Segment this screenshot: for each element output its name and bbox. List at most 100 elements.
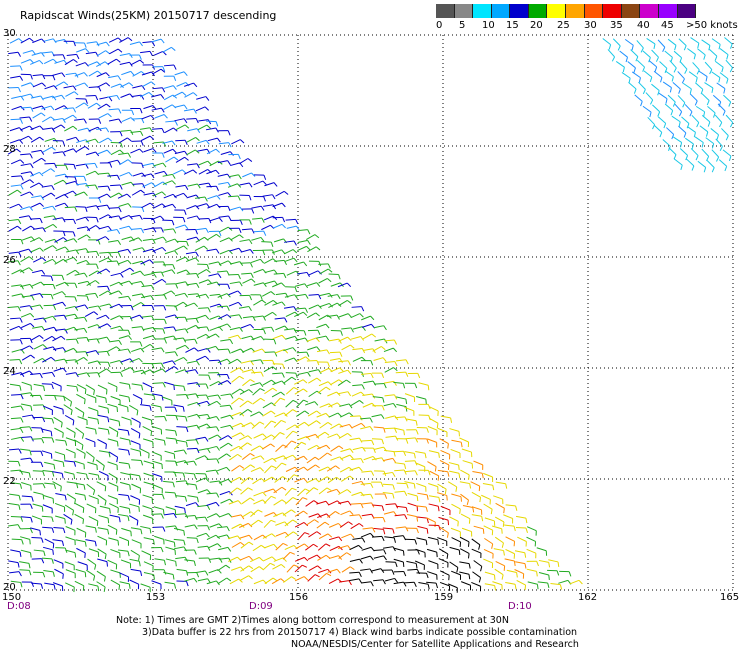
wind-barb-flag — [129, 484, 131, 490]
wind-barb-flag — [314, 401, 319, 406]
wind-barb — [262, 562, 271, 571]
wind-barb — [284, 497, 294, 505]
wind-barb-flag — [51, 418, 55, 424]
wind-barb-flag — [119, 131, 123, 137]
wind-barb-flag — [81, 444, 84, 450]
wind-barb — [504, 524, 515, 527]
wind-barb — [142, 425, 152, 432]
wind-barb-flag — [708, 45, 711, 51]
wind-barb-flag — [237, 334, 242, 340]
wind-barb-flag — [382, 579, 386, 585]
wind-barb-flag — [196, 414, 201, 419]
wind-barb-flag — [413, 582, 417, 588]
wind-barb — [437, 537, 447, 542]
wind-barb-flag — [195, 118, 199, 124]
wind-barb — [206, 445, 217, 450]
wind-barb-flag — [181, 91, 187, 96]
wind-barb — [449, 516, 459, 522]
wind-barb-flag — [61, 94, 66, 100]
wind-barb — [394, 462, 405, 465]
wind-barb — [250, 258, 261, 264]
wind-barb — [341, 344, 351, 351]
wind-barb-flag — [149, 127, 153, 133]
wind-barb-flag — [118, 303, 123, 309]
wind-barb — [53, 347, 64, 351]
wind-barb — [451, 439, 462, 443]
wind-barb — [296, 356, 306, 362]
wind-barb — [10, 580, 21, 583]
wind-barb — [407, 502, 418, 507]
wind-barb — [19, 135, 29, 141]
wind-barb — [30, 527, 41, 531]
wind-barb-flag — [140, 348, 145, 353]
wind-barb — [97, 193, 108, 199]
wind-barb — [406, 418, 417, 422]
wind-barb — [43, 546, 53, 551]
wind-barb — [64, 414, 75, 421]
wind-barb — [229, 261, 240, 265]
wind-barb — [30, 95, 41, 99]
wind-barb — [294, 510, 304, 517]
wind-barb — [108, 451, 118, 458]
wind-barb-flag — [39, 218, 43, 224]
wind-barb — [672, 82, 681, 90]
wind-barb — [242, 379, 251, 387]
wind-barb-flag — [370, 360, 374, 366]
wind-barb — [174, 301, 184, 308]
wind-barb-flag — [82, 518, 84, 524]
wind-barb — [218, 215, 229, 218]
wind-barb — [42, 205, 53, 210]
wind-barb-flag — [148, 92, 154, 97]
wind-barb-flag — [282, 476, 288, 480]
wind-barb — [363, 455, 374, 461]
wind-barb — [197, 347, 208, 352]
wind-barb — [208, 434, 218, 440]
wind-barb — [230, 367, 240, 374]
wind-barb — [75, 407, 85, 414]
wind-barb-flag — [303, 455, 308, 461]
wind-barb — [187, 163, 198, 166]
wind-barb-flag — [281, 372, 285, 378]
wind-barb-flag — [116, 58, 121, 63]
wind-barb — [286, 424, 296, 431]
wind-barb-flag — [85, 216, 90, 222]
wind-barb-flag — [227, 435, 233, 440]
wind-barb-flag — [249, 219, 252, 225]
wind-barb-flag — [171, 140, 176, 146]
wind-barb-flag — [556, 570, 560, 576]
wind-barb — [384, 577, 395, 582]
wind-barb-flag — [455, 486, 458, 492]
wind-barb — [151, 38, 162, 43]
wind-barb — [382, 483, 394, 486]
wind-barb — [229, 314, 240, 317]
wind-barb — [327, 294, 338, 297]
wind-barb — [460, 548, 470, 554]
wind-barb — [140, 259, 150, 265]
wind-barb-flag — [51, 384, 54, 390]
wind-barb-flag — [381, 346, 386, 351]
wind-barb-flag — [303, 522, 309, 527]
wind-barb — [118, 513, 129, 517]
wind-barb — [239, 400, 249, 408]
wind-barb-flag — [103, 586, 106, 592]
wind-barb — [86, 250, 97, 253]
wind-barb — [20, 191, 30, 197]
wind-barb-flag — [70, 519, 73, 525]
wind-barb-flag — [262, 491, 267, 497]
wind-barb-flag — [372, 456, 377, 461]
wind-barb — [418, 382, 429, 386]
lat-label: 28 — [3, 144, 16, 155]
wind-barb — [253, 499, 263, 505]
wind-barb-flag — [318, 369, 322, 375]
wind-barb-flag — [81, 433, 85, 439]
wind-barb-flag — [184, 140, 188, 146]
wind-barb-flag — [468, 518, 471, 524]
wind-barb — [284, 487, 293, 496]
wind-barb — [54, 568, 64, 575]
wind-barb-flag — [117, 240, 122, 245]
wind-barb — [341, 566, 351, 573]
wind-barb-flag — [162, 236, 167, 242]
wind-barb — [153, 181, 164, 188]
wind-barb-flag — [96, 102, 101, 107]
wind-barb — [197, 423, 208, 429]
